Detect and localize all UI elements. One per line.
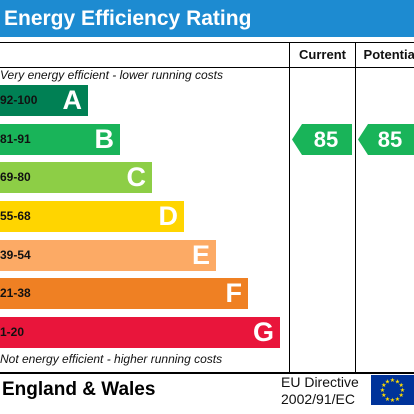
region-label: England & Wales (2, 379, 156, 400)
svg-text:★: ★ (390, 397, 395, 404)
svg-text:★: ★ (399, 392, 404, 399)
current-column-header: Current (299, 47, 346, 62)
band-g: 1-20 G (0, 317, 280, 348)
band-e: 39-54 E (0, 240, 216, 271)
potential-rating-arrow: 85 (358, 124, 414, 155)
band-letter: A (62, 85, 83, 115)
eu-directive-line1: EU Directive (281, 374, 359, 390)
band-range: 69-80 (0, 170, 31, 184)
band-range: 81-91 (0, 132, 31, 146)
potential-column-header: Potential (363, 47, 414, 62)
band-b: 81-91 B (0, 124, 120, 155)
band-a: 92-100 A (0, 85, 88, 116)
top-note: Very energy efficient - lower running co… (0, 68, 223, 82)
svg-text:★: ★ (390, 377, 395, 384)
svg-text:★: ★ (400, 387, 405, 394)
rating-table (0, 42, 414, 374)
current-rating-arrow: 85 (292, 124, 352, 155)
band-letter: G (252, 317, 274, 347)
band-range: 1-20 (0, 325, 25, 339)
svg-text:★: ★ (380, 387, 385, 394)
header-row-divider (0, 67, 414, 68)
band-c: 69-80 C (0, 162, 152, 193)
band-range: 39-54 (0, 248, 31, 262)
band-f: 21-38 F (0, 278, 248, 309)
footer-divider (0, 372, 414, 373)
band-range: 55-68 (0, 209, 31, 223)
svg-text:★: ★ (381, 392, 386, 399)
column-divider-potential (355, 42, 356, 372)
potential-rating-value: 85 (377, 127, 403, 152)
chart-title: Energy Efficiency Rating (0, 0, 414, 37)
band-letter: E (191, 240, 210, 270)
svg-text:★: ★ (381, 382, 386, 389)
band-d: 55-68 D (0, 201, 184, 232)
svg-text:★: ★ (385, 396, 390, 403)
eu-directive-line2: 2002/91/EC (281, 391, 355, 407)
band-range: 21-38 (0, 286, 31, 300)
band-range: 92-100 (0, 93, 38, 107)
column-divider-current (289, 42, 290, 372)
band-letter: F (225, 278, 243, 308)
svg-text:★: ★ (395, 396, 400, 403)
current-rating-value: 85 (313, 127, 339, 152)
band-letter: B (94, 124, 115, 154)
band-letter: D (158, 201, 179, 231)
band-letter: C (126, 162, 147, 192)
bottom-note: Not energy efficient - higher running co… (0, 352, 223, 366)
eu-flag-icon: ★ ★ ★ ★ ★ ★ ★ ★ ★ ★ ★ ★ (371, 375, 414, 405)
svg-text:★: ★ (385, 379, 390, 386)
svg-text:★: ★ (399, 382, 404, 389)
svg-text:★: ★ (395, 379, 400, 386)
